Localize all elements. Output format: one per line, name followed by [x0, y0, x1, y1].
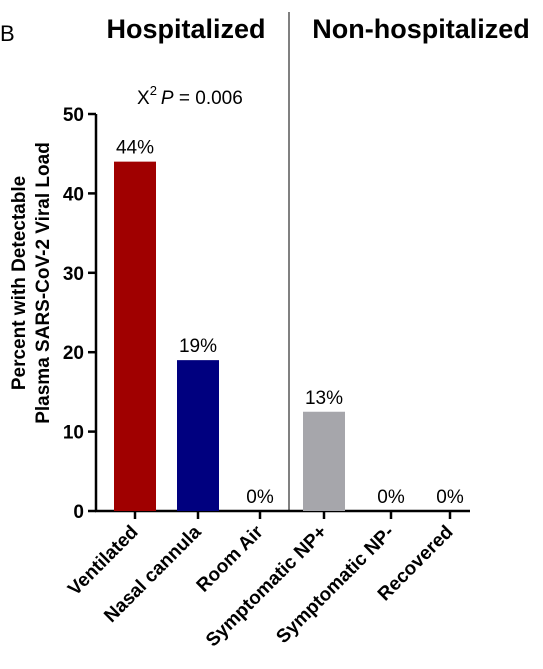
chi-square-stat: X2 P = 0.006 — [137, 83, 243, 109]
y-axis-title-line1: Percent with Detectable — [9, 176, 30, 390]
y-tick-label: 40 — [63, 184, 84, 205]
bar — [177, 360, 219, 511]
data-label: 13% — [305, 388, 343, 409]
group-title-hospitalized: Hospitalized — [106, 14, 265, 44]
x-category-label: Symptomatic NP+ — [202, 522, 331, 651]
data-label: 0% — [436, 487, 464, 508]
data-label: 44% — [116, 138, 154, 159]
data-label: 0% — [246, 487, 274, 508]
y-tick-label: 10 — [63, 423, 84, 444]
data-label: 19% — [179, 336, 217, 357]
y-tick-label: 20 — [63, 343, 84, 364]
data-label: 0% — [377, 487, 405, 508]
y-axis-title-line2: Plasma SARS-CoV-2 Viral Load — [33, 142, 54, 424]
stat-superscript: 2 — [150, 83, 157, 98]
stat-symbol: X — [137, 88, 150, 109]
group-title-non-hospitalized: Non-hospitalized — [312, 14, 530, 44]
bar — [114, 161, 156, 511]
bar — [303, 411, 345, 511]
y-tick-label: 50 — [63, 105, 84, 126]
y-tick-label: 0 — [73, 502, 84, 523]
stat-p-label: P — [161, 88, 174, 109]
y-tick-label: 30 — [63, 264, 84, 285]
panel-letter: B — [0, 21, 15, 46]
stat-p-value: = 0.006 — [174, 88, 243, 109]
